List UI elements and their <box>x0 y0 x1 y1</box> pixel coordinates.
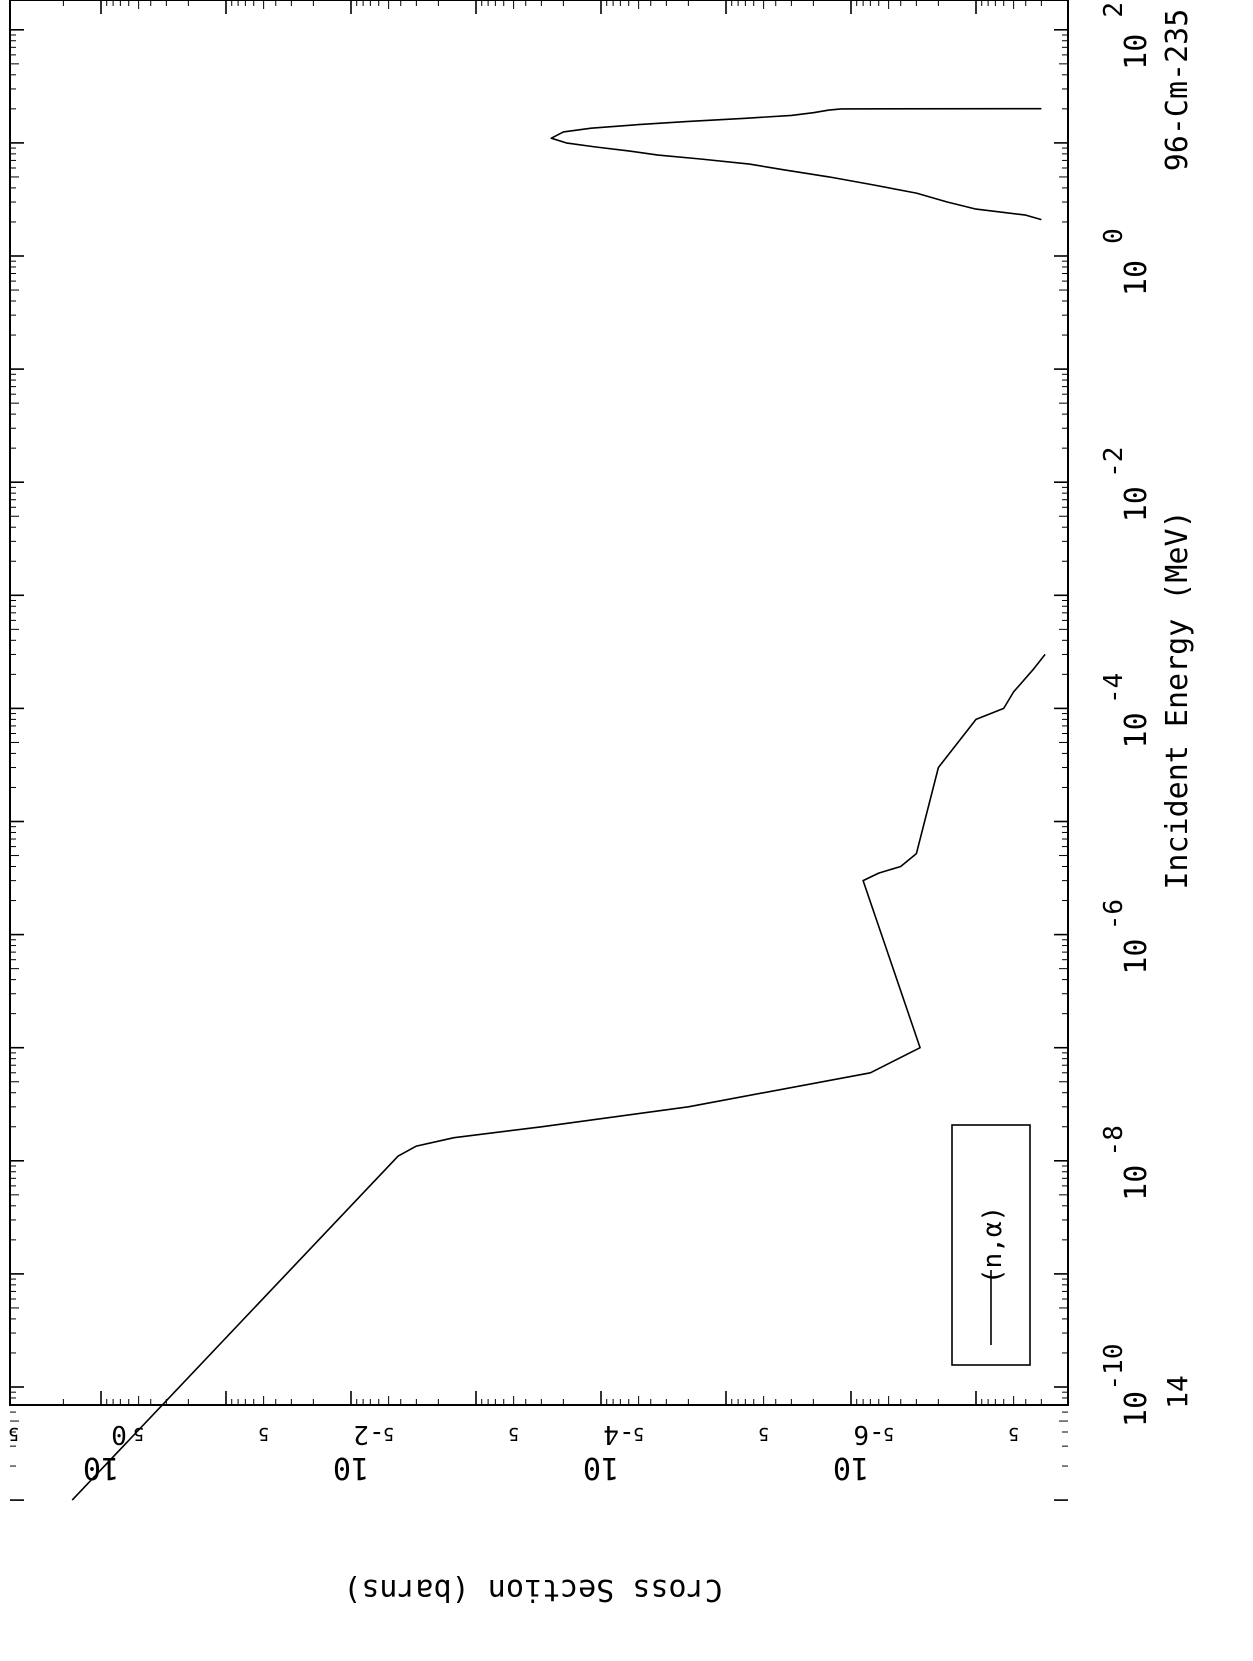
x-tick-label-exponent: -10 <box>1099 1344 1129 1391</box>
series-line-1 <box>550 107 1042 221</box>
x-tick-label-base: 10 <box>1119 712 1154 748</box>
y-tick-label-exponent: 0 <box>111 1419 127 1449</box>
y-tick-label-base: 10 <box>333 1450 369 1485</box>
axis-tick-labels: 10-1010-810-610-410-210010210010-210-410… <box>8 2 1154 1485</box>
x-tick-label-exponent: -6 <box>1099 899 1129 930</box>
y-minor-tick-label: 5 <box>508 1423 519 1444</box>
series-line-0 <box>71 653 1046 1501</box>
x-tick-label: 10-4 <box>1099 673 1154 749</box>
x-tick-label: 10 2 <box>1099 2 1154 70</box>
x-tick-label-exponent: -2 <box>1099 447 1129 478</box>
y-minor-tick-label: 5 <box>633 1423 644 1444</box>
y-minor-tick-label: 5 <box>8 1423 19 1444</box>
y-tick-label: 10-4 <box>583 1419 635 1485</box>
x-tick-label-exponent: -4 <box>1099 673 1129 704</box>
x-tick-label-base: 10 <box>1119 486 1154 522</box>
y-minor-tick-label: 5 <box>383 1423 394 1444</box>
y-tick-label: 10-6 <box>833 1419 885 1485</box>
y-tick-label-base: 10 <box>833 1450 869 1485</box>
y-axis-label: Cross Section (barns) <box>343 1572 722 1607</box>
y-tick-label-base: 10 <box>583 1450 619 1485</box>
x-tick-label-exponent: 0 <box>1099 228 1129 244</box>
corner-label: 14 <box>1161 1375 1194 1409</box>
x-tick-label-exponent: -8 <box>1099 1125 1129 1156</box>
y-tick-label: 100 <box>83 1419 127 1485</box>
x-tick-label: 10 0 <box>1099 228 1154 296</box>
data-curves <box>71 107 1046 1501</box>
y-tick-label: 10-2 <box>333 1419 385 1485</box>
y-minor-tick-label: 5 <box>883 1423 894 1444</box>
x-tick-label: 10-8 <box>1099 1125 1154 1201</box>
y-tick-label-exponent: -2 <box>353 1419 384 1449</box>
y-minor-tick-label: 5 <box>1008 1423 1019 1444</box>
y-tick-label-exponent: -4 <box>603 1419 634 1449</box>
x-tick-label-base: 10 <box>1119 260 1154 296</box>
x-tick-label-exponent: 2 <box>1099 2 1129 18</box>
plot-frame <box>9 0 1069 1406</box>
x-tick-label: 10-2 <box>1099 447 1154 523</box>
x-tick-label-base: 10 <box>1119 1165 1154 1201</box>
axis-ticks <box>10 0 1068 1501</box>
x-tick-label: 10-6 <box>1099 899 1154 975</box>
x-tick-label-base: 10 <box>1119 34 1154 70</box>
x-tick-label-base: 10 <box>1119 1391 1154 1427</box>
legend-entry-label: (n,α) <box>978 1206 1008 1284</box>
material-label: 96-Cm-235 <box>1160 9 1195 172</box>
y-tick-label-exponent: -6 <box>853 1419 884 1449</box>
legend: (n,α) <box>951 1124 1031 1366</box>
x-tick-label: 10-10 <box>1099 1344 1154 1428</box>
x-axis-label: Incident Energy (MeV) <box>1160 510 1195 889</box>
y-minor-tick-label: 5 <box>758 1423 769 1444</box>
x-tick-label-base: 10 <box>1119 939 1154 975</box>
y-minor-tick-label: 5 <box>133 1423 144 1444</box>
y-minor-tick-label: 5 <box>258 1423 269 1444</box>
